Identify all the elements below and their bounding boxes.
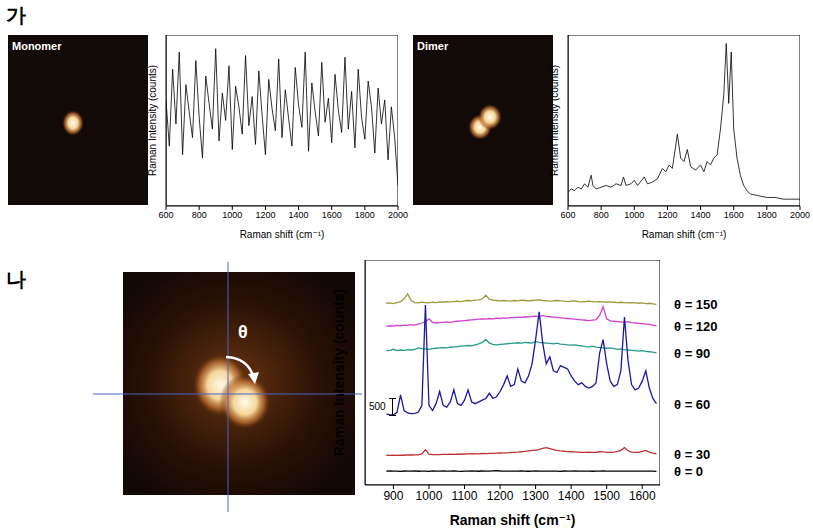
html-text:500: 500 (369, 400, 386, 412)
html-text:θ = 150: θ = 150 (674, 296, 718, 312)
svg-text:1000: 1000 (416, 489, 443, 503)
svg-text:1600: 1600 (724, 210, 744, 220)
svg-text:Raman shift (cm⁻¹): Raman shift (cm⁻¹) (642, 229, 727, 240)
html-text:Monomer: Monomer (12, 40, 62, 52)
html-text:가: 가 (6, 4, 26, 26)
svg-text:600: 600 (560, 210, 575, 220)
svg-text:1200: 1200 (255, 210, 275, 220)
svg-text:1000: 1000 (222, 210, 242, 220)
svg-text:Raman Intensity (counts): Raman Intensity (counts) (147, 65, 158, 176)
svg-text:1800: 1800 (355, 210, 375, 220)
html-text:θ = 90: θ = 90 (674, 345, 711, 361)
svg-text:1600: 1600 (322, 210, 342, 220)
svg-text:600: 600 (158, 210, 173, 220)
svg-text:1400: 1400 (558, 489, 585, 503)
svg-text:Raman Intensity (counts): Raman Intensity (counts) (331, 289, 347, 456)
svg-text:1200: 1200 (487, 489, 514, 503)
html-text:θ = 120: θ = 120 (674, 318, 718, 334)
html-text:Dimer: Dimer (417, 40, 449, 52)
svg-text:Raman shift (cm⁻¹): Raman shift (cm⁻¹) (450, 512, 576, 528)
svg-text:800: 800 (192, 210, 207, 220)
html-text:θ = 30: θ = 30 (674, 446, 711, 462)
svg-text:1000: 1000 (624, 210, 644, 220)
svg-text:Raman shift (cm⁻¹): Raman shift (cm⁻¹) (240, 229, 325, 240)
html-text:나: 나 (6, 268, 26, 290)
svg-text:1600: 1600 (629, 489, 656, 503)
svg-text:1200: 1200 (657, 210, 677, 220)
svg-text:Raman Intensity (counts): Raman Intensity (counts) (549, 65, 560, 176)
svg-text:1500: 1500 (593, 489, 620, 503)
svg-text:1800: 1800 (757, 210, 777, 220)
svg-text:1300: 1300 (522, 489, 549, 503)
svg-text:2000: 2000 (388, 210, 408, 220)
svg-text:1100: 1100 (452, 489, 478, 503)
svg-text:900: 900 (383, 489, 403, 503)
html-text:θ = 60: θ = 60 (674, 396, 711, 412)
svg-text:800: 800 (594, 210, 609, 220)
html-text:θ: θ (238, 322, 248, 342)
html-text:θ = 0: θ = 0 (674, 463, 704, 479)
svg-text:2000: 2000 (790, 210, 805, 220)
svg-text:1400: 1400 (691, 210, 711, 220)
svg-text:1400: 1400 (289, 210, 309, 220)
